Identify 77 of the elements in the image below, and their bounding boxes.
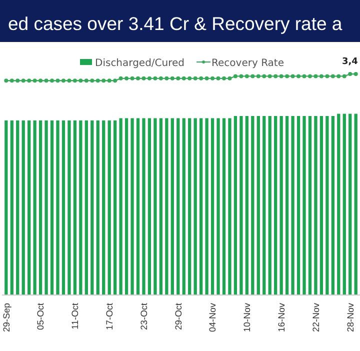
bar	[291, 116, 294, 295]
x-tick-label: 29-Sep	[1, 303, 12, 332]
bar	[108, 120, 111, 295]
bar	[4, 120, 8, 295]
bar	[308, 116, 312, 295]
bar	[262, 116, 266, 295]
bar	[148, 118, 152, 295]
x-tick-label: 28-Nov	[345, 302, 356, 332]
bar	[342, 114, 346, 295]
bar	[337, 114, 340, 295]
bar	[90, 120, 94, 295]
bar	[10, 120, 14, 295]
bar	[22, 120, 25, 295]
bar	[228, 118, 232, 295]
bar	[326, 116, 329, 295]
bar	[114, 120, 117, 295]
bar	[199, 118, 203, 295]
legend-label: Discharged/Cured	[95, 58, 185, 69]
x-tick-label: 10-Nov	[242, 302, 252, 332]
bar	[320, 116, 324, 295]
x-tick-label: 22-Nov	[310, 302, 321, 332]
bar	[44, 120, 48, 295]
x-tick-label: 17-Oct	[104, 302, 114, 330]
bar	[296, 116, 300, 295]
bar	[234, 116, 238, 295]
bar	[142, 118, 146, 295]
x-tick-label: 16-Nov	[276, 302, 286, 332]
bar	[245, 116, 248, 295]
bar	[274, 116, 278, 295]
legend-label: Recovery Rate	[212, 58, 284, 69]
bar	[96, 120, 100, 295]
bar	[130, 118, 134, 295]
bar	[16, 120, 20, 295]
x-tick-label: 23-Oct	[138, 302, 149, 330]
bar	[154, 118, 157, 295]
bar	[165, 118, 168, 295]
bar	[124, 118, 128, 295]
bar	[176, 118, 180, 295]
bar	[182, 118, 186, 295]
bar	[188, 118, 192, 295]
x-tick-label: 11-Oct	[70, 302, 80, 330]
bar	[240, 116, 243, 295]
bar	[302, 116, 306, 295]
text: 3,4	[342, 57, 358, 67]
bar	[136, 118, 140, 295]
bar	[194, 118, 197, 295]
bar	[222, 118, 226, 295]
bar	[38, 120, 42, 295]
bar	[50, 120, 54, 295]
bar	[210, 118, 214, 295]
bar	[33, 120, 36, 295]
bar	[79, 120, 82, 295]
x-tick-label: 29-Oct	[173, 302, 184, 330]
chart-title: ed cases over 3.41 Cr & Recovery rate a	[8, 13, 343, 34]
bar	[62, 120, 66, 295]
bar	[256, 116, 260, 295]
x-tick-label: 04-Nov	[208, 302, 218, 332]
bar	[354, 114, 358, 295]
bar	[348, 114, 352, 295]
bar	[102, 120, 106, 295]
bar	[216, 118, 220, 295]
bar	[119, 118, 122, 295]
bar	[68, 120, 71, 295]
bar	[170, 118, 174, 295]
bar	[285, 116, 289, 295]
bar	[84, 120, 88, 295]
bar	[28, 120, 31, 295]
bar	[280, 116, 283, 295]
bar	[251, 116, 254, 295]
bar	[159, 118, 163, 295]
bar	[331, 116, 334, 295]
bar	[268, 116, 272, 295]
bar	[56, 120, 60, 295]
bar	[73, 120, 77, 295]
bar	[314, 116, 318, 295]
x-tick-label: 05-Oct	[36, 302, 46, 330]
bar	[205, 118, 208, 295]
